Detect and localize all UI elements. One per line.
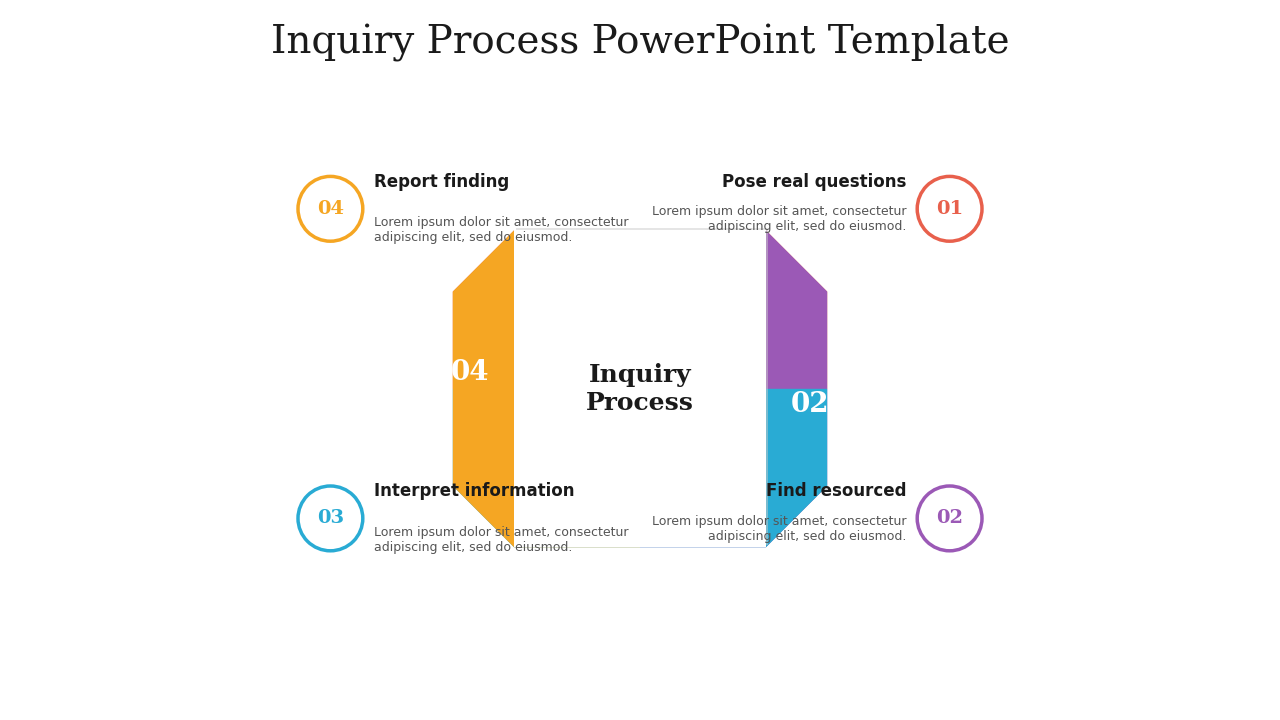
FancyBboxPatch shape xyxy=(515,230,765,547)
Text: 03: 03 xyxy=(640,470,678,498)
Text: 01: 01 xyxy=(936,200,964,218)
Circle shape xyxy=(298,176,362,241)
Circle shape xyxy=(918,176,982,241)
Text: Inquiry Process PowerPoint Template: Inquiry Process PowerPoint Template xyxy=(270,24,1010,62)
Polygon shape xyxy=(640,230,827,547)
Text: Lorem ipsum dolor sit amet, consectetur
adipiscing elit, sed do eiusmod.: Lorem ipsum dolor sit amet, consectetur … xyxy=(374,216,628,244)
Text: Lorem ipsum dolor sit amet, consectetur
adipiscing elit, sed do eiusmod.: Lorem ipsum dolor sit amet, consectetur … xyxy=(652,205,906,233)
FancyBboxPatch shape xyxy=(516,228,768,545)
Text: 03: 03 xyxy=(317,510,344,527)
Text: 04: 04 xyxy=(317,200,344,218)
Circle shape xyxy=(298,486,362,551)
Text: Lorem ipsum dolor sit amet, consectetur
adipiscing elit, sed do eiusmod.: Lorem ipsum dolor sit amet, consectetur … xyxy=(652,515,906,543)
Polygon shape xyxy=(453,230,640,547)
Text: Report finding: Report finding xyxy=(374,173,509,191)
Text: 01: 01 xyxy=(589,288,627,315)
Text: Interpret information: Interpret information xyxy=(374,482,575,500)
Polygon shape xyxy=(453,230,827,389)
Polygon shape xyxy=(453,389,827,547)
Text: Pose real questions: Pose real questions xyxy=(722,173,906,191)
Circle shape xyxy=(918,486,982,551)
Text: 02: 02 xyxy=(936,510,963,527)
Text: Inquiry
Process: Inquiry Process xyxy=(586,363,694,415)
Text: Lorem ipsum dolor sit amet, consectetur
adipiscing elit, sed do eiusmod.: Lorem ipsum dolor sit amet, consectetur … xyxy=(374,526,628,554)
Text: Find resourced: Find resourced xyxy=(765,482,906,500)
Text: 02: 02 xyxy=(791,391,829,418)
Text: 04: 04 xyxy=(451,359,489,387)
